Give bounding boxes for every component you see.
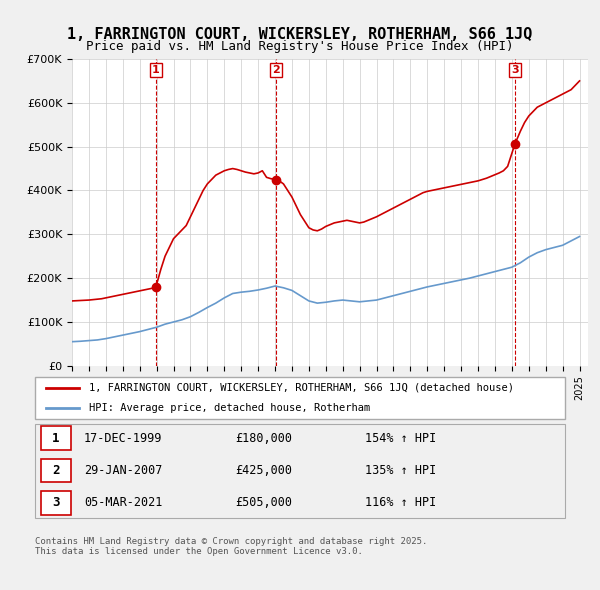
Text: 1, FARRINGTON COURT, WICKERSLEY, ROTHERHAM, S66 1JQ (detached house): 1, FARRINGTON COURT, WICKERSLEY, ROTHERH…	[89, 383, 514, 393]
Text: 1: 1	[152, 65, 160, 75]
Text: £505,000: £505,000	[235, 496, 292, 510]
FancyBboxPatch shape	[41, 491, 71, 514]
FancyBboxPatch shape	[41, 427, 71, 450]
Text: £180,000: £180,000	[235, 431, 292, 445]
Text: 2: 2	[52, 464, 59, 477]
Text: Contains HM Land Registry data © Crown copyright and database right 2025.
This d: Contains HM Land Registry data © Crown c…	[35, 537, 428, 556]
Text: Price paid vs. HM Land Registry's House Price Index (HPI): Price paid vs. HM Land Registry's House …	[86, 40, 514, 53]
Text: 135% ↑ HPI: 135% ↑ HPI	[365, 464, 436, 477]
Text: £425,000: £425,000	[235, 464, 292, 477]
Text: 3: 3	[52, 496, 59, 510]
FancyBboxPatch shape	[35, 377, 565, 419]
Text: 1, FARRINGTON COURT, WICKERSLEY, ROTHERHAM, S66 1JQ: 1, FARRINGTON COURT, WICKERSLEY, ROTHERH…	[67, 27, 533, 41]
Text: 154% ↑ HPI: 154% ↑ HPI	[365, 431, 436, 445]
Text: HPI: Average price, detached house, Rotherham: HPI: Average price, detached house, Roth…	[89, 403, 371, 412]
FancyBboxPatch shape	[41, 459, 71, 482]
Text: 2: 2	[272, 65, 280, 75]
Text: 05-MAR-2021: 05-MAR-2021	[84, 496, 163, 510]
Text: 29-JAN-2007: 29-JAN-2007	[84, 464, 163, 477]
Text: 3: 3	[511, 65, 518, 75]
Text: 1: 1	[52, 431, 59, 445]
Text: 116% ↑ HPI: 116% ↑ HPI	[365, 496, 436, 510]
Text: 17-DEC-1999: 17-DEC-1999	[84, 431, 163, 445]
